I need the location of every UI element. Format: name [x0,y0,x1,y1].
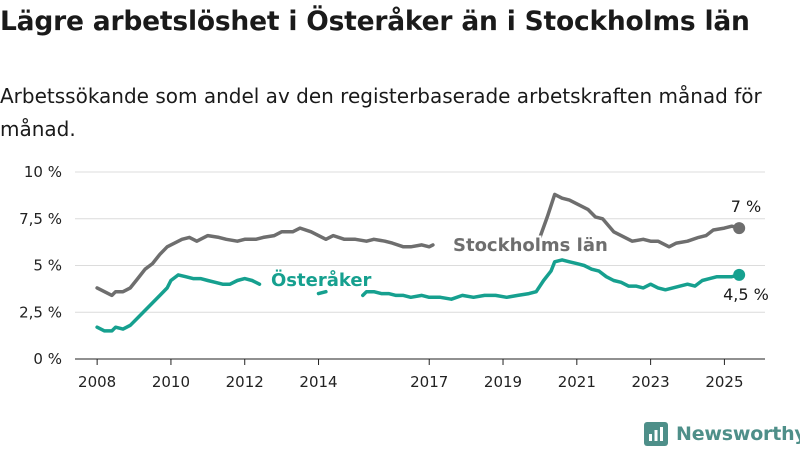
y-tick-label: 5 % [33,257,62,275]
x-tick-label: 2008 [78,373,116,391]
x-tick-label: 2023 [632,373,670,391]
x-tick-label: 2021 [558,373,596,391]
x-tick-label: 2014 [299,373,337,391]
series-label-osteraker: Österåker [271,269,372,291]
x-tick-label: 2019 [484,373,522,391]
y-axis-ticks: 0 % 2,5 % 5 % 7,5 % 10 % [19,163,62,368]
x-tick-label: 2017 [410,373,448,391]
series-label-stockholms-lan: Stockholms län [453,235,608,256]
x-tick-label: 2025 [705,373,743,391]
series-labels: Stockholms län Österåker 7 % 4,5 % [269,197,769,304]
x-tick-label: 2010 [152,373,190,391]
series-line-österåker [316,289,328,296]
series-line-stockholms-län [538,192,741,249]
chart-title: Lägre arbetslöshet i Österåker än i Stoc… [0,6,750,37]
chart-grid [75,171,765,313]
y-tick-label: 7,5 % [19,210,62,228]
x-axis-ticks: 2008 2010 2012 2014 2017 2019 2021 2023 2025 [78,359,744,391]
series-lines [95,192,746,333]
series-line-österåker [361,258,741,301]
brand-logo: Newsworthy [644,420,800,448]
line-chart: 0 % 2,5 % 5 % 7,5 % 10 % 2008 2010 2012 2014 201… [19,163,769,391]
end-value-osteraker: 4,5 % [723,285,769,304]
end-point-österåker [733,268,746,281]
y-tick-label: 10 % [24,163,62,181]
chart-subtitle: Arbetssökande som andel av den registerb… [0,84,762,141]
end-point-stockholms-län [733,222,746,235]
series-line-stockholms-län [95,226,435,298]
bar-chart-logo-icon [644,422,668,446]
y-tick-label: 2,5 % [19,303,62,321]
series-line-österåker [95,273,262,333]
end-value-stockholms-lan: 7 % [731,197,761,216]
y-tick-label: 0 % [33,350,62,368]
x-tick-label: 2012 [226,373,264,391]
brand-name: Newsworthy [676,423,800,445]
